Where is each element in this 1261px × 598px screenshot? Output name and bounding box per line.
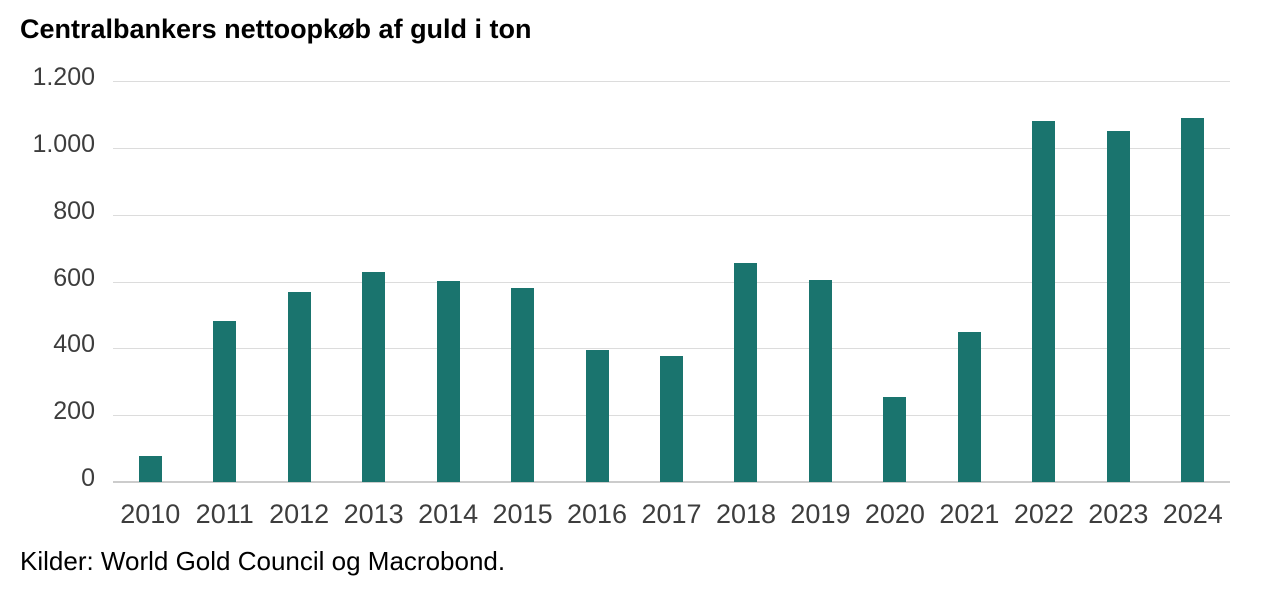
bar-slot — [113, 81, 187, 482]
x-tick-label: 2012 — [269, 499, 330, 529]
bar-2012 — [287, 291, 311, 482]
gridline — [113, 147, 1230, 149]
y-tick-label: 600 — [53, 263, 95, 292]
x-tick-label: 2011 — [195, 499, 254, 529]
chart-title: Centralbankers nettoopkøb af guld i ton — [20, 14, 532, 44]
bar-slot — [858, 81, 932, 482]
bar-slot — [485, 81, 559, 482]
bar-2010 — [138, 455, 162, 482]
bar-2022 — [1032, 121, 1056, 482]
bar-slot — [187, 81, 261, 482]
bar-2013 — [362, 271, 386, 482]
x-tick-label: 2010 — [120, 499, 181, 529]
bar-slot — [1007, 81, 1081, 482]
x-tick-label: 2016 — [567, 499, 628, 529]
gridline — [113, 81, 1230, 82]
x-tick-label: 2017 — [641, 499, 702, 529]
bar-2019 — [808, 279, 832, 482]
bar-slot — [560, 81, 634, 482]
bar-slot — [1156, 81, 1230, 482]
y-tick-label: 800 — [53, 196, 95, 225]
bar-2016 — [585, 350, 609, 482]
x-axis-line — [113, 481, 1230, 483]
bar-2023 — [1106, 131, 1130, 482]
x-tick-label: 2019 — [790, 499, 851, 529]
bar-slot — [336, 81, 410, 482]
x-tick-label: 2023 — [1088, 499, 1149, 529]
gridline — [113, 214, 1230, 216]
bar-series — [113, 81, 1230, 482]
x-tick-label: 2022 — [1013, 499, 1074, 529]
x-tick-label: 2021 — [939, 499, 1000, 529]
y-tick-label: 0 — [81, 464, 95, 492]
y-axis: 1.200 1.000 800 600 400 200 0 — [0, 63, 95, 492]
x-tick-label: 2014 — [418, 499, 479, 529]
bar-slot — [262, 81, 336, 482]
bar-slot — [709, 81, 783, 482]
y-tick-label: 200 — [53, 397, 95, 426]
bar-slot — [783, 81, 857, 482]
bar-2020 — [883, 397, 907, 482]
x-tick-label: 2013 — [343, 499, 404, 529]
y-tick-label: 400 — [53, 330, 95, 359]
x-tick-label: 2024 — [1162, 499, 1223, 529]
gridline — [113, 348, 1230, 350]
x-axis: 2010 2011 2012 2013 2014 2015 2016 2017 2018 2019… — [113, 499, 1230, 529]
x-tick-label: 2020 — [864, 499, 925, 529]
plot-area — [113, 81, 1230, 483]
bar-slot — [411, 81, 485, 482]
bar-slot — [634, 81, 708, 482]
bar-slot — [932, 81, 1006, 482]
source-note: Kilder: World Gold Council og Macrobond. — [20, 546, 506, 576]
x-tick-label: 2018 — [715, 499, 777, 529]
bar-2014 — [436, 281, 460, 482]
bar-slot — [1081, 81, 1155, 482]
bar-2024 — [1181, 117, 1205, 482]
bar-2021 — [957, 332, 981, 482]
bar-2015 — [511, 288, 535, 482]
bar-2017 — [660, 355, 684, 482]
bar-2018 — [734, 263, 758, 482]
y-tick-label: 1.000 — [32, 129, 95, 158]
bar-2011 — [213, 321, 237, 482]
x-tick-label: 2015 — [492, 499, 553, 529]
y-tick-label: 1.200 — [32, 63, 95, 91]
gridline — [113, 281, 1230, 283]
